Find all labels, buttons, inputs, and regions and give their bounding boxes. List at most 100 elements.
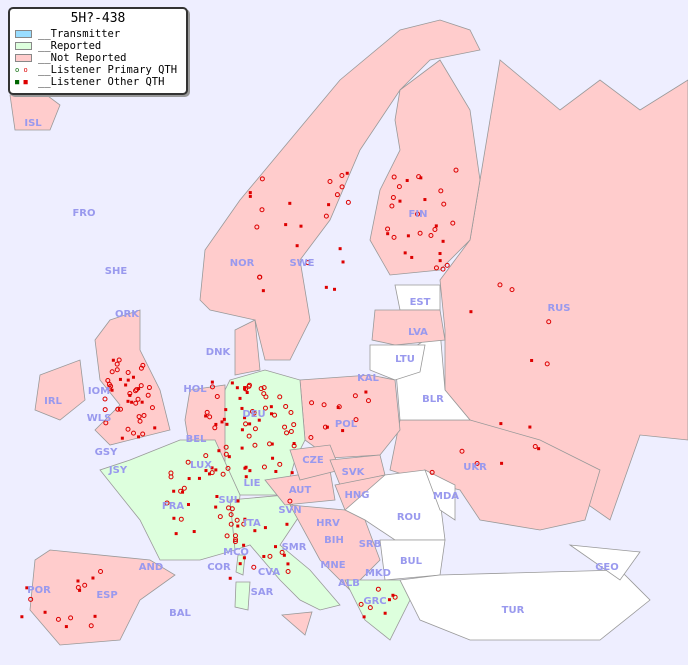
listener-primary-marker [137, 418, 143, 424]
listener-primary-marker [133, 400, 139, 406]
listener-other-marker [208, 472, 212, 476]
listener-primary-marker [141, 412, 147, 418]
country-label-srb: SRB [359, 539, 382, 550]
listener-other-marker [243, 416, 247, 420]
listener-other-marker [253, 529, 257, 533]
country-label-ork: ORK [115, 309, 140, 320]
listener-primary-marker [68, 615, 74, 621]
listener-primary-marker [114, 367, 120, 373]
country-moldova [424, 469, 456, 521]
legend-primary-qth: o o __Listener Primary QTH [10, 64, 186, 76]
listener-other-marker [364, 390, 368, 394]
listener-primary-marker [334, 192, 340, 198]
listener-primary-marker [308, 434, 314, 440]
listener-primary-marker [339, 184, 345, 190]
listener-primary-marker [453, 167, 459, 173]
country-poland [299, 374, 401, 459]
listener-primary-marker [391, 174, 397, 180]
listener-other-marker [270, 442, 274, 446]
listener-other-marker [76, 579, 80, 583]
listener-primary-marker [232, 539, 238, 545]
listener-primary-marker [282, 424, 288, 430]
listener-primary-marker [474, 461, 480, 467]
listener-primary-marker [133, 388, 139, 394]
country-label-ita: ITA [243, 518, 261, 529]
listener-primary-marker [261, 385, 267, 391]
listener-primary-marker [241, 521, 247, 527]
country-label-irl: IRL [44, 396, 62, 407]
listener-primary-marker [178, 516, 184, 522]
listener-primary-marker [223, 444, 229, 450]
listener-other-marker [341, 260, 345, 264]
listener-primary-marker [345, 199, 351, 205]
listener-primary-marker [116, 357, 122, 363]
country-turkey [399, 569, 651, 641]
legend-title: 5H?-438 [70, 11, 126, 26]
listener-other-marker [215, 494, 219, 498]
listener-primary-marker [207, 414, 213, 420]
listener-other-marker [230, 381, 234, 385]
listener-primary-marker [277, 394, 283, 400]
listener-other-marker [236, 499, 240, 503]
listener-other-marker [398, 199, 402, 203]
listener-primary-marker [544, 361, 550, 367]
listener-other-marker [228, 576, 232, 580]
listener-other-marker [403, 251, 407, 255]
listener-primary-marker [365, 398, 371, 404]
legend-not-reported: __Not Reported [10, 52, 186, 64]
listener-other-marker [410, 255, 414, 259]
listener-primary-marker [115, 406, 121, 412]
listener-other-marker [118, 377, 122, 381]
listener-other-marker [333, 287, 337, 291]
listener-other-marker [25, 586, 29, 590]
listener-other-marker [236, 524, 240, 528]
listener-primary-marker [392, 594, 398, 600]
listener-other-marker [248, 194, 252, 198]
listener-primary-marker [288, 428, 294, 434]
country-georgia [568, 544, 641, 581]
listener-primary-marker [429, 469, 435, 475]
listener-other-marker [126, 378, 130, 382]
listener-other-marker [243, 517, 247, 521]
country-label-ltu: LTU [395, 354, 415, 365]
listener-other-marker [153, 426, 157, 430]
country-label-mkd: MKD [365, 568, 391, 579]
listener-other-marker [124, 383, 128, 387]
country-label-hrv: HRV [316, 518, 340, 529]
listener-primary-marker [497, 282, 503, 288]
listener-other-marker [224, 408, 228, 412]
listener-primary-marker [209, 470, 215, 476]
listener-other-marker [243, 386, 247, 390]
listener-other-marker [110, 388, 114, 392]
country-label-cor: COR [207, 562, 231, 573]
listener-other-marker [238, 396, 242, 400]
listener-primary-marker [225, 465, 231, 471]
listener-other-marker [204, 469, 208, 473]
country-label-bal: BAL [169, 608, 191, 619]
listener-primary-marker [229, 506, 235, 512]
listener-other-marker [111, 358, 115, 362]
listener-other-marker [528, 425, 532, 429]
listener-other-marker [438, 259, 442, 263]
listener-other-marker [240, 406, 244, 410]
listener-other-marker [131, 375, 135, 379]
country-label-geo: GEO [595, 562, 619, 573]
listener-primary-marker [168, 474, 174, 480]
listener-other-marker [197, 476, 201, 480]
listener-primary-marker [391, 234, 397, 240]
listener-primary-marker [546, 319, 552, 325]
listener-primary-marker [203, 453, 209, 459]
listener-primary-marker [178, 488, 184, 494]
listener-other-marker [261, 289, 265, 293]
listener-primary-marker [263, 394, 269, 400]
listener-primary-marker [140, 431, 146, 437]
listener-primary-marker [396, 184, 402, 190]
listener-other-marker [406, 234, 410, 238]
listener-other-marker [126, 399, 130, 403]
listener-primary-marker [55, 616, 61, 622]
listener-primary-marker [258, 386, 264, 392]
circle-marker-icon: o o [15, 66, 28, 74]
listener-primary-marker [117, 406, 123, 412]
country-label-deu: DEU [242, 409, 265, 420]
listener-other-marker [91, 576, 95, 580]
